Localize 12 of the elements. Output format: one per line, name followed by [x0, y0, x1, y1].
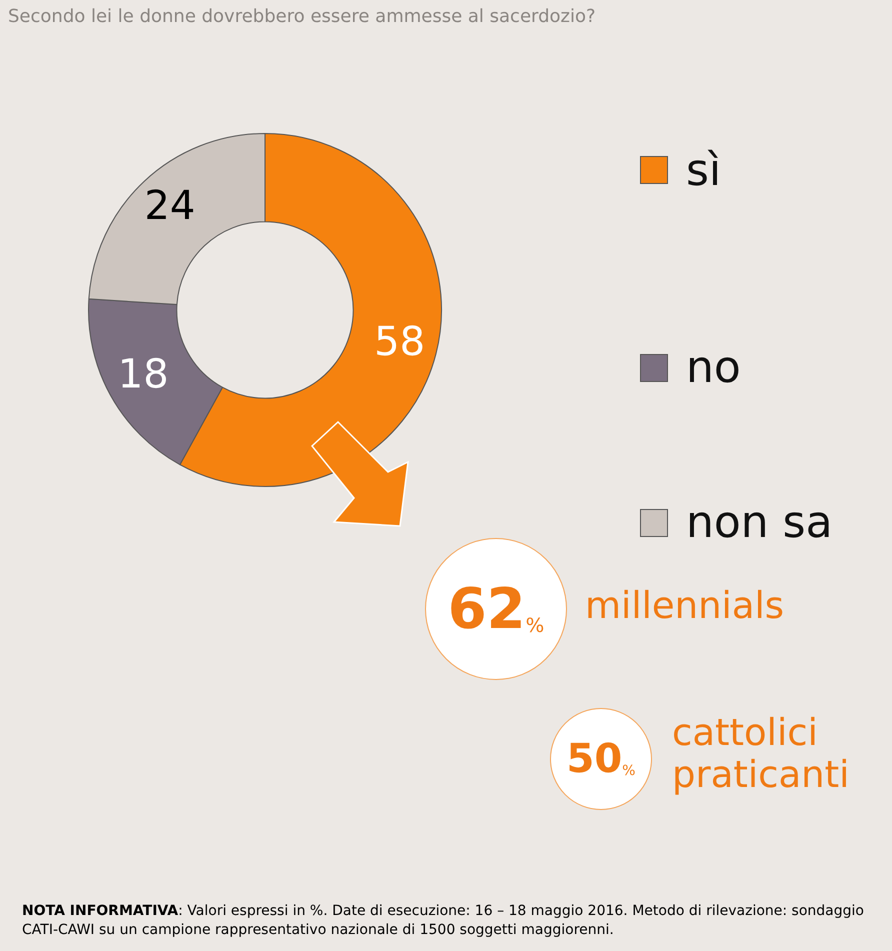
legend-label: non sa [686, 497, 833, 548]
text: NOTA INFORMATIVA: Valori espressi in %. Date di esecuzione: 16 – 18 maggio 2016. Metodo di rilevazione: sondaggio CATI-CAWI su un campione rappresentativo nazionale di 1500 soggetti maggiorenni. [22, 902, 865, 940]
data-label: 24 [144, 183, 196, 230]
chart-title: Secondo lei le donne dovrebbero essere ammesse al sacerdozio? [8, 6, 596, 27]
text: 50% [566, 736, 636, 782]
legend-label: sì [686, 144, 722, 196]
text: cattolici praticanti [672, 711, 850, 796]
legend-label: no [686, 342, 741, 393]
text: millennials [585, 584, 785, 627]
data-label: 58 [374, 318, 426, 365]
data-label: 18 [118, 351, 169, 398]
text: 62% [448, 576, 544, 642]
